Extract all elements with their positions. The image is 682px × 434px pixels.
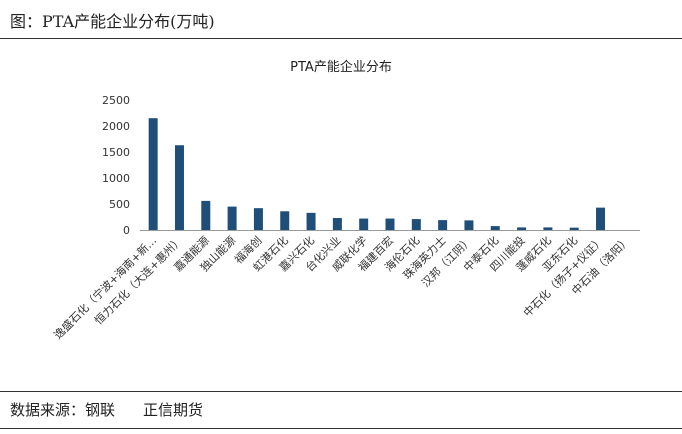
footer: 数据来源：钢联 正信期货 xyxy=(0,392,682,428)
y-tick-label: 1000 xyxy=(102,172,130,185)
bar xyxy=(174,145,184,230)
y-tick-label: 2000 xyxy=(102,120,130,133)
bar xyxy=(490,226,500,230)
header-divider xyxy=(0,38,682,39)
bar xyxy=(596,207,606,230)
footer-divider xyxy=(0,391,682,392)
bar xyxy=(569,227,579,230)
bar xyxy=(359,218,369,230)
bar xyxy=(253,208,263,230)
x-axis: 逸盛石化（宁波+海南+新…恒力石化（大连+惠州）嘉通能源独山能源福海创虹港石化嘉… xyxy=(51,233,633,341)
bar xyxy=(201,200,211,230)
footer-bottom-divider xyxy=(0,428,682,429)
y-tick-label: 2500 xyxy=(102,94,130,107)
bar xyxy=(332,218,342,230)
y-axis: 0 500 1000 1500 2000 2500 xyxy=(102,94,130,237)
bars xyxy=(148,118,606,230)
bar xyxy=(517,227,527,230)
bar xyxy=(280,211,290,230)
header: 图：PTA产能企业分布(万吨) xyxy=(0,0,682,38)
chart-title: PTA产能企业分布 xyxy=(290,59,392,75)
bar xyxy=(543,227,553,230)
y-tick-label: 500 xyxy=(109,198,130,211)
bar xyxy=(464,220,474,230)
source-org: 正信期货 xyxy=(143,401,204,419)
bar xyxy=(227,206,237,230)
bar-chart: PTA产能企业分布 0 500 1000 1500 2000 2500 逸盛石化（宁波+海… xyxy=(51,59,640,342)
source-note: 数据来源：钢联 正信期货 xyxy=(10,399,203,420)
bar xyxy=(306,212,316,230)
x-tick-label: 逸盛石化（宁波+海南+新… xyxy=(51,233,159,341)
y-tick-label: 1500 xyxy=(102,146,130,159)
source-label: 数据来源：钢联 xyxy=(10,401,116,419)
page-title: 图：PTA产能企业分布(万吨) xyxy=(10,12,215,31)
y-tick-label: 0 xyxy=(123,224,130,237)
bar xyxy=(438,220,448,230)
bar xyxy=(411,219,421,230)
bar xyxy=(148,118,158,230)
bar xyxy=(385,218,395,230)
